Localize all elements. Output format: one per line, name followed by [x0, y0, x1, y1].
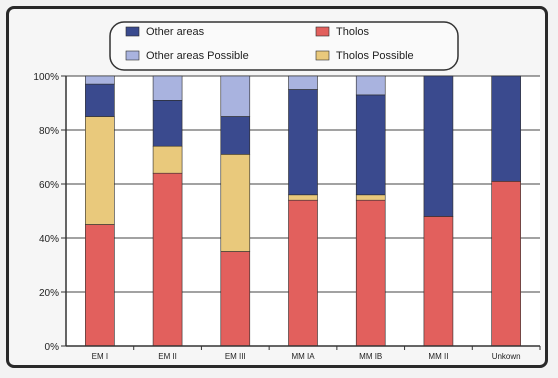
legend-swatch	[315, 50, 330, 61]
bar-segment	[355, 94, 386, 196]
y-axis-ticks: 0% 20% 40% 60% 80% 100%	[33, 72, 66, 353]
y-tick-label: 100%	[33, 72, 59, 83]
bar-segment	[85, 75, 115, 85]
bar-segment	[355, 194, 386, 201]
bar-segment	[220, 154, 251, 252]
bar-segment	[220, 116, 251, 155]
y-tick-label: 80%	[39, 126, 59, 137]
bar-segment	[152, 100, 183, 147]
bar-segment	[152, 172, 183, 347]
y-tick-label: 0%	[45, 342, 60, 353]
legend-label: Other areas Possible	[146, 50, 249, 62]
bar-segment	[85, 116, 115, 225]
bar-segment	[355, 75, 386, 96]
bar-segment	[220, 251, 251, 347]
bars	[85, 75, 521, 347]
bar-segment	[355, 199, 386, 347]
bar-segment	[288, 89, 318, 196]
legend-label: Other areas	[146, 26, 205, 38]
legend-swatch	[315, 26, 330, 37]
legend-label: Tholos Possible	[336, 50, 414, 62]
legend: Other areas Tholos Other areas Possible Tho…	[125, 26, 414, 62]
bar-segment	[85, 224, 115, 347]
bar-segment	[220, 75, 251, 117]
x-tick-label: MM IA	[291, 352, 315, 361]
legend-swatch	[125, 26, 140, 37]
bar-segment	[491, 75, 521, 182]
x-tick-label: MM II	[428, 352, 448, 361]
bar-segment	[288, 75, 318, 90]
x-tick-label: MM IB	[359, 352, 382, 361]
x-tick-label: EM III	[225, 352, 246, 361]
bar-segment	[288, 199, 318, 347]
legend-swatch	[125, 50, 140, 61]
bar-segment	[152, 145, 183, 174]
x-tick-label: EM I	[92, 352, 108, 361]
bar-segment	[288, 194, 318, 201]
legend-label: Tholos	[336, 26, 370, 38]
x-axis-ticks: EM I EM II EM III MM IA MM IB MM II Unkown	[92, 346, 541, 361]
bar-segment	[423, 75, 454, 217]
bar-segment	[85, 83, 115, 117]
x-tick-label: EM II	[158, 352, 177, 361]
bar-segment	[423, 216, 454, 347]
y-tick-label: 60%	[39, 180, 59, 191]
y-tick-label: 40%	[39, 234, 59, 245]
x-tick-label: Unkown	[492, 352, 521, 361]
bar-segment	[491, 181, 521, 347]
legend-box	[109, 21, 459, 71]
bar-segment	[152, 75, 183, 101]
y-tick-label: 20%	[39, 288, 59, 299]
